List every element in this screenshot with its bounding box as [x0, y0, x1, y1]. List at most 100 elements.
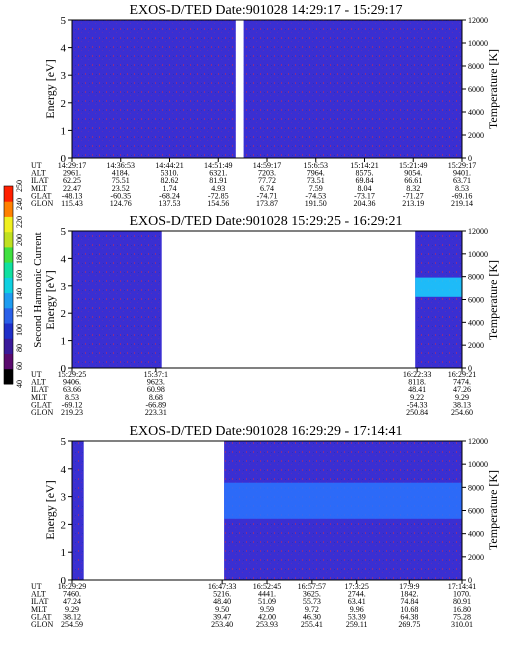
table-cell: 7460. — [63, 590, 81, 599]
y2-tick-label: 6000 — [468, 507, 484, 516]
colorbar-swatch — [4, 262, 13, 278]
colorbar-swatch — [4, 307, 13, 324]
y-tick-label: 4 — [61, 253, 67, 265]
table-cell: 250.84 — [406, 408, 428, 417]
data-segment — [243, 20, 462, 158]
panel-1: EXOS-D/TED Date:901028 14:29:17 - 15:29:… — [31, 3, 500, 208]
colorbar-swatch — [4, 231, 13, 248]
table-cell: 69.84 — [356, 176, 374, 185]
y-tick-label: 1 — [61, 547, 67, 559]
table-cell: 15:37:1 — [144, 370, 168, 379]
table-cell: 10.68 — [400, 605, 418, 614]
table-row-label: ILAT — [31, 597, 48, 606]
table-cell: 9.22 — [410, 393, 424, 402]
table-cell: 16:22:33 — [403, 370, 431, 379]
table-cell: 137.53 — [159, 199, 181, 208]
table-cell: 9.59 — [260, 605, 274, 614]
table-cell: 14:36:53 — [107, 161, 135, 170]
colorbar-tick-label: 100 — [15, 324, 24, 336]
y2-tick-label: 4000 — [468, 530, 484, 539]
y-tick-label: 4 — [61, 43, 67, 55]
colorbar-tick-label: 140 — [15, 288, 24, 300]
panel-1-title: EXOS-D/TED Date:901028 14:29:17 - 15:29:… — [130, 3, 403, 18]
table-cell: 38.13 — [453, 400, 471, 409]
table-cell: 42.00 — [258, 612, 276, 621]
y2-tick-label: 4000 — [468, 318, 484, 327]
table-row-label: MLT — [31, 184, 47, 193]
table-cell: 254.59 — [61, 620, 83, 629]
table-cell: 9401. — [453, 169, 471, 178]
y2-tick-label: 6000 — [468, 296, 484, 305]
y-tick-label: 5 — [61, 436, 67, 448]
table-cell: 51.09 — [258, 597, 276, 606]
data-segment — [72, 20, 236, 158]
colorbar-tick-label: 40 — [15, 380, 24, 388]
panel-2-axes: 0 1 2 3 4 5 0 2000 4000 6000 8000 10000 12000 — [61, 226, 489, 375]
table-cell: 62.25 — [63, 176, 81, 185]
y2-tick-label: 2000 — [468, 131, 484, 140]
table-cell: 9.29 — [455, 393, 469, 402]
colorbar-tick-label: 240 — [15, 198, 24, 210]
y-tick-label: 3 — [61, 492, 67, 504]
table-cell: 7964. — [307, 169, 325, 178]
table-cell: 269.75 — [398, 620, 420, 629]
table-cell: -48.13 — [62, 191, 83, 200]
table-cell: 63.71 — [453, 176, 471, 185]
table-cell: 9623. — [147, 378, 165, 387]
colorbar-tick-label: 180 — [15, 252, 24, 264]
y-tick-label: 5 — [61, 226, 67, 238]
table-cell: 48.40 — [213, 597, 231, 606]
table-cell: 53.39 — [348, 612, 366, 621]
colorbar-swatch — [4, 201, 13, 217]
table-cell: 2744. — [348, 590, 366, 599]
table-cell: 5216. — [213, 590, 231, 599]
table-cell: 213.19 — [402, 199, 424, 208]
table-cell: 64.38 — [400, 612, 418, 621]
table-cell: 115.43 — [61, 199, 83, 208]
table-cell: 9.29 — [65, 605, 79, 614]
colorbar-tick-label: 160 — [15, 270, 24, 282]
table-row-label: UT — [31, 161, 42, 170]
table-cell: 81.91 — [209, 176, 227, 185]
table-cell: 9406. — [63, 378, 81, 387]
y-tick-label: 0 — [61, 363, 67, 375]
panel-3-plot — [72, 441, 462, 580]
table-cell: 223.31 — [145, 408, 167, 417]
panel-1-ylabel: Energy [eV] — [43, 59, 57, 118]
table-cell: 1842. — [400, 590, 418, 599]
table-cell: -69.16 — [452, 191, 473, 200]
table-cell: 9.50 — [215, 605, 229, 614]
table-cell: -74.71 — [257, 191, 278, 200]
table-cell: 38.12 — [63, 612, 81, 621]
table-cell: 4441. — [258, 590, 276, 599]
table-cell: -71.27 — [403, 191, 424, 200]
panel-2-title: EXOS-D/TED Date:901028 15:29:25 - 16:29:… — [130, 214, 403, 229]
table-row-label: ALT — [31, 169, 46, 178]
panel-2: EXOS-D/TED Date:901028 15:29:25 - 16:29:… — [31, 214, 500, 417]
table-row-label: ALT — [31, 590, 46, 599]
table-cell: 8.53 — [65, 393, 79, 402]
table-cell: -54.33 — [407, 400, 428, 409]
colorbar-tick-label: 120 — [15, 306, 24, 318]
table-cell: 4.93 — [211, 184, 225, 193]
table-cell: 80.91 — [453, 597, 471, 606]
table-cell: 75.51 — [112, 176, 130, 185]
y2-tick-label: 2000 — [468, 553, 484, 562]
table-cell: 23.52 — [112, 184, 130, 193]
table-cell: 39.47 — [213, 612, 231, 621]
table-cell: 66.61 — [404, 176, 422, 185]
y-tick-label: 2 — [61, 519, 67, 531]
table-cell: 9.96 — [350, 605, 364, 614]
table-cell: 15:14:21 — [350, 161, 378, 170]
panel-3-ylabel: Energy [eV] — [43, 480, 57, 539]
table-cell: 173.87 — [256, 199, 278, 208]
table-cell: -60.35 — [110, 191, 131, 200]
table-cell: 17:14:41 — [448, 582, 476, 591]
table-cell: 2961. — [63, 169, 81, 178]
table-row-label: GLAT — [31, 612, 52, 621]
y2-tick-label: 10000 — [468, 39, 488, 48]
table-cell: 46.30 — [303, 612, 321, 621]
table-row-label: ILAT — [31, 176, 48, 185]
